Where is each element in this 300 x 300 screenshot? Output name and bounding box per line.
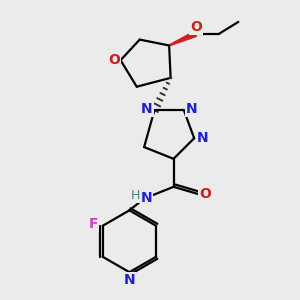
Text: O: O bbox=[199, 187, 211, 201]
Text: N: N bbox=[140, 191, 152, 205]
Text: N: N bbox=[124, 273, 135, 286]
Text: N: N bbox=[196, 131, 208, 145]
Text: H: H bbox=[131, 189, 141, 202]
Text: O: O bbox=[108, 52, 120, 67]
Polygon shape bbox=[169, 31, 197, 46]
Text: N: N bbox=[141, 102, 153, 116]
Text: F: F bbox=[89, 217, 98, 231]
Text: O: O bbox=[190, 20, 202, 34]
Text: N: N bbox=[185, 102, 197, 116]
